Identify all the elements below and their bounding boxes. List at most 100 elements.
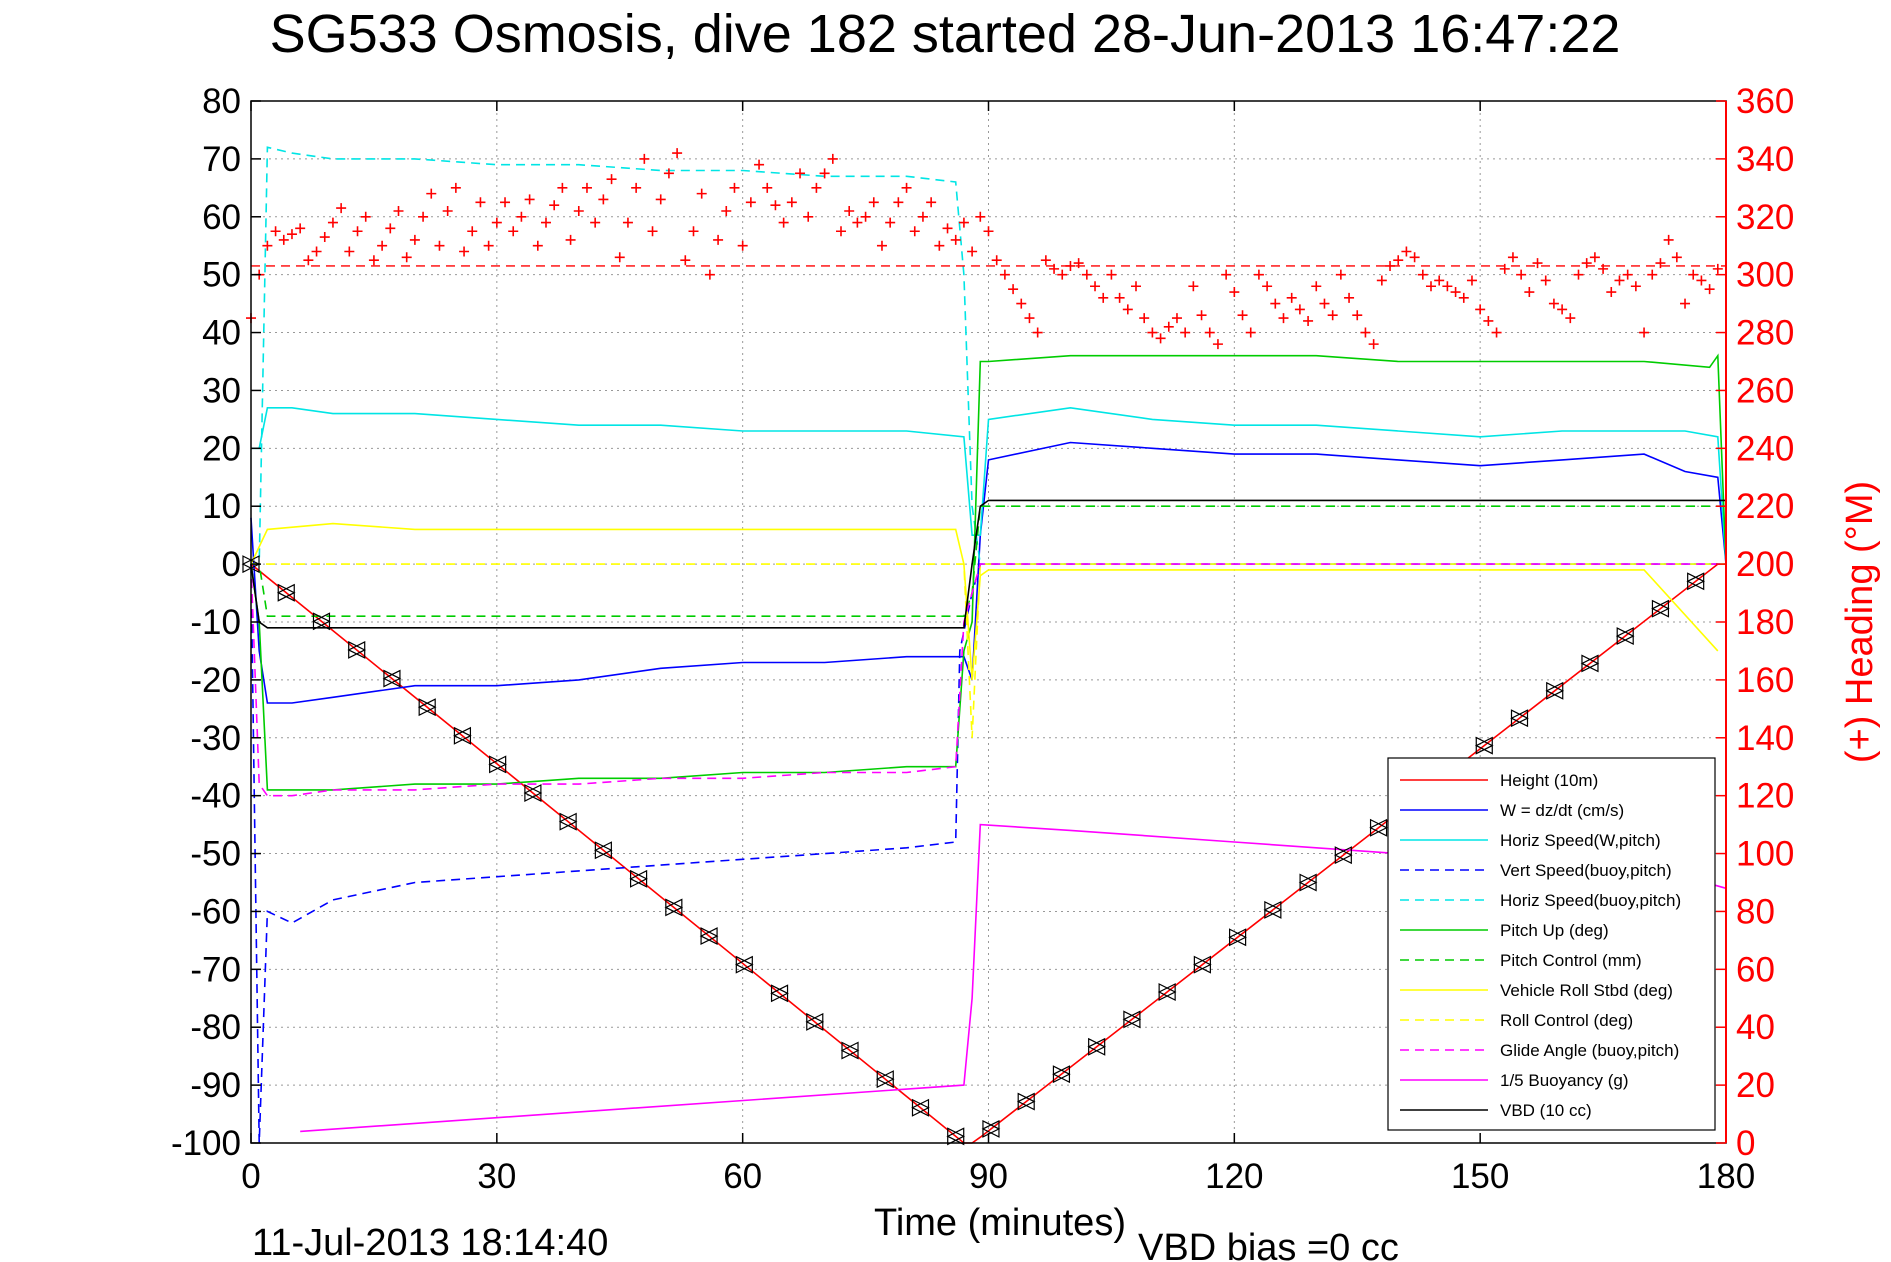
heading-point: [999, 269, 1010, 280]
heading-point: [270, 226, 281, 237]
heading-point: [1540, 275, 1551, 286]
height-marker: [1651, 599, 1670, 618]
y2-tick-label: 300: [1736, 256, 1794, 295]
heading-point: [573, 205, 584, 216]
height-marker: [911, 1098, 930, 1117]
heading-point: [426, 188, 437, 199]
height-marker: [734, 955, 754, 974]
heading-point: [1335, 269, 1346, 280]
heading-point: [1180, 327, 1191, 338]
heading-point: [336, 203, 347, 214]
heading-series: [246, 148, 1726, 350]
heading-point: [1704, 284, 1715, 295]
y2-tick-label: 360: [1736, 82, 1794, 121]
heading-point: [1360, 327, 1371, 338]
heading-point: [1016, 298, 1027, 309]
y-tick-label: -40: [190, 777, 241, 816]
heading-point: [1352, 310, 1363, 321]
heading-point: [311, 246, 322, 257]
y-tick-label: 0: [222, 545, 241, 584]
heading-point: [368, 255, 379, 266]
heading-point: [1139, 313, 1150, 324]
height-marker: [1263, 900, 1283, 919]
heading-point: [811, 182, 822, 193]
height-marker: [1510, 709, 1529, 728]
heading-point: [344, 246, 355, 257]
heading-point: [950, 234, 961, 245]
heading-point: [467, 226, 478, 237]
legend-entry: Roll Control (deg): [1500, 1011, 1633, 1030]
heading-point: [1450, 287, 1461, 298]
heading-point: [934, 240, 945, 251]
heading-point: [1106, 269, 1117, 280]
heading-point: [1090, 281, 1101, 292]
heading-point: [1614, 275, 1625, 286]
heading-point: [1507, 252, 1518, 263]
y-tick-label: -50: [190, 835, 241, 874]
series-line: [251, 505, 1726, 618]
heading-point: [393, 205, 404, 216]
heading-point: [303, 255, 314, 266]
heading-point: [450, 182, 461, 193]
heading-point: [1680, 298, 1691, 309]
heading-point: [827, 153, 838, 164]
heading-point: [967, 246, 978, 257]
heading-point: [1319, 298, 1330, 309]
height-marker: [1016, 1092, 1036, 1111]
legend-box: [1387, 757, 1716, 1131]
height-marker: [417, 698, 437, 717]
y2-tick-label: 280: [1736, 314, 1794, 353]
heading-point: [1573, 269, 1584, 280]
heading-point: [1032, 327, 1043, 338]
series-line: [251, 406, 1727, 565]
heading-point: [1253, 269, 1264, 280]
y-tick-label: -70: [190, 950, 241, 989]
y2-tick-label: 180: [1736, 603, 1794, 642]
y2-tick-label: 320: [1736, 198, 1794, 237]
height-marker: [276, 583, 296, 602]
series-layer: [250, 146, 1727, 1144]
heading-point: [860, 211, 871, 222]
heading-point: [262, 240, 273, 251]
heading-point: [1147, 327, 1158, 338]
heading-point: [581, 182, 592, 193]
heading-point: [1622, 269, 1633, 280]
heading-point: [1163, 321, 1174, 332]
heading-point: [1401, 246, 1412, 257]
axes: 0 30 60 90 120 150 18080706050403020100-10-20-…: [171, 82, 1794, 1196]
y-tick-label: 20: [202, 429, 241, 468]
heading-point: [704, 269, 715, 280]
heading-point: [516, 211, 527, 222]
height-marker: [840, 1041, 860, 1060]
x-tick-label: 180: [1697, 1157, 1755, 1196]
heading-point: [606, 174, 617, 185]
heading-point: [844, 205, 855, 216]
heading-point: [541, 217, 551, 228]
height-marker: [1580, 654, 1600, 673]
heading-point: [876, 240, 887, 251]
y2-tick-label: 220: [1736, 487, 1794, 526]
y-tick-label: -10: [190, 603, 241, 642]
heading-point: [1589, 252, 1600, 263]
heading-point: [475, 197, 486, 208]
heading-point: [377, 240, 388, 251]
heading-point: [1008, 284, 1019, 295]
height-marker: [1298, 873, 1318, 892]
heading-point: [1565, 313, 1576, 324]
heading-point: [614, 252, 625, 263]
heading-point: [549, 200, 560, 211]
heading-point: [1303, 315, 1314, 326]
height-marker: [1228, 928, 1247, 947]
heading-point: [409, 234, 420, 245]
height-marker: [770, 984, 789, 1003]
heading-point: [1663, 234, 1674, 245]
x-tick-label: 60: [723, 1157, 762, 1196]
height-marker: [488, 755, 507, 774]
x-tick-label: 90: [969, 1157, 1008, 1196]
legend-entry: Height (10m): [1500, 771, 1598, 790]
heading-point: [401, 252, 412, 263]
heading-point: [360, 211, 371, 222]
y-tick-label: 10: [202, 487, 241, 526]
heading-point: [1606, 287, 1617, 298]
height-marker: [382, 669, 402, 688]
